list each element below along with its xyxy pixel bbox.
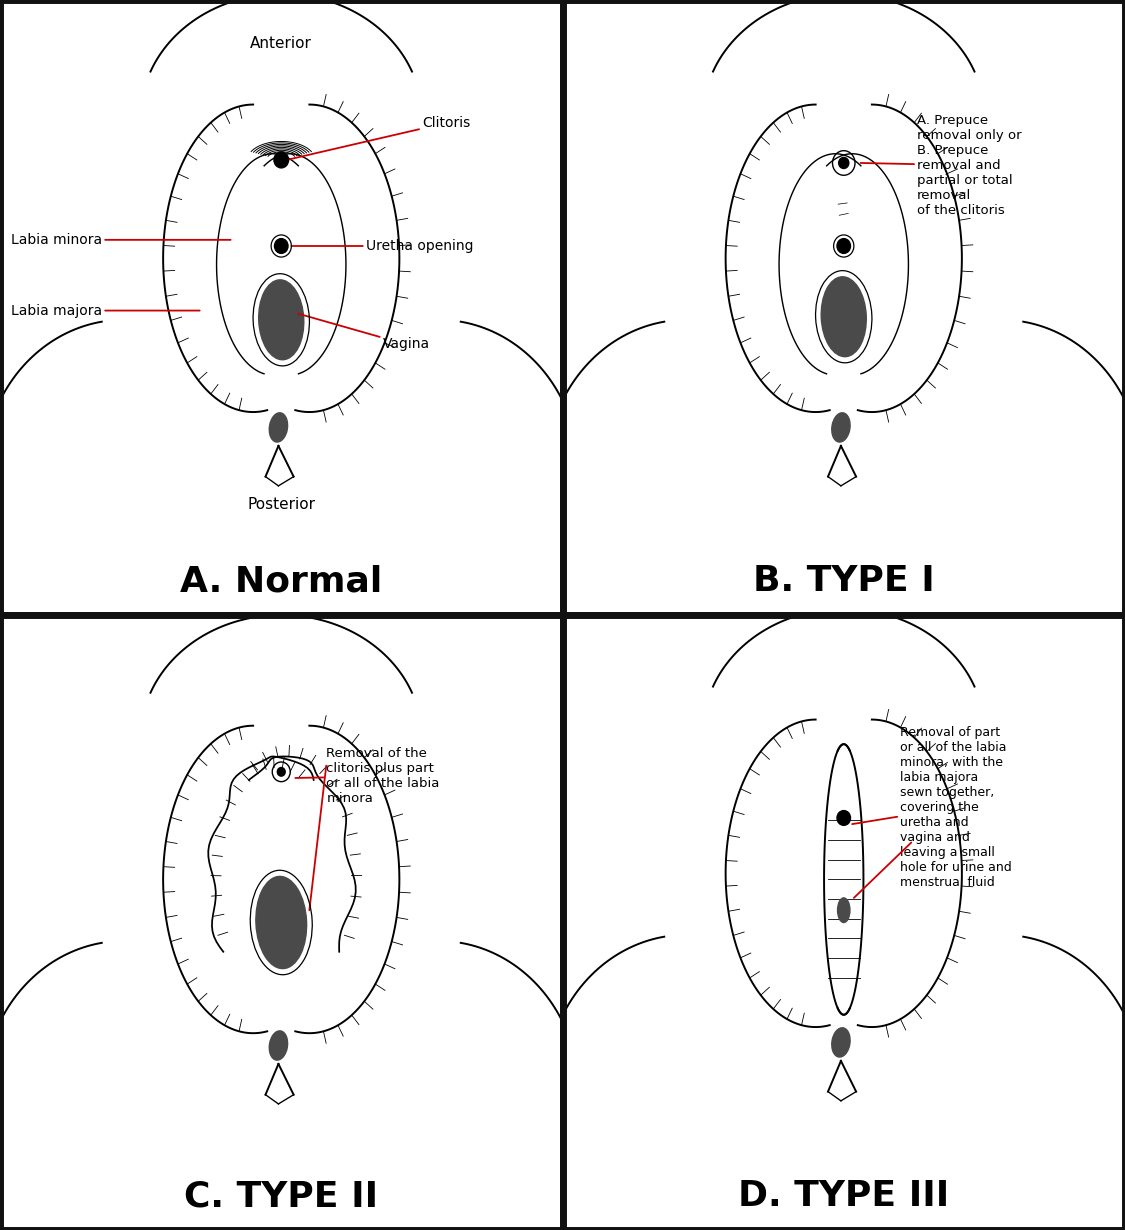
Text: Labia minora: Labia minora	[11, 232, 231, 247]
Text: C. TYPE II: C. TYPE II	[184, 1180, 378, 1213]
Circle shape	[274, 153, 288, 167]
Text: A. Prepuce
removal only or
B. Prepuce
removal and
partial or total
removal
of th: A. Prepuce removal only or B. Prepuce re…	[861, 114, 1022, 216]
Ellipse shape	[269, 413, 288, 442]
Text: Vagina: Vagina	[298, 314, 430, 352]
Text: Labia majora: Labia majora	[11, 304, 200, 317]
Text: Uretha opening: Uretha opening	[291, 239, 474, 253]
Text: A. Normal: A. Normal	[180, 565, 382, 598]
Text: B. TYPE I: B. TYPE I	[753, 565, 935, 598]
Text: Removal of the
clitoris plus part
or all of the labia
minora: Removal of the clitoris plus part or all…	[295, 747, 440, 806]
Text: Removal of part
or all of the labia
minora, with the
labia majora
sewn together,: Removal of part or all of the labia mino…	[853, 726, 1011, 889]
Ellipse shape	[255, 877, 307, 968]
Ellipse shape	[821, 277, 866, 357]
Circle shape	[839, 157, 849, 169]
Circle shape	[837, 811, 850, 825]
Ellipse shape	[269, 1031, 288, 1060]
Text: D. TYPE III: D. TYPE III	[738, 1180, 950, 1213]
Text: Clitoris: Clitoris	[287, 116, 470, 160]
Ellipse shape	[259, 280, 304, 359]
Ellipse shape	[831, 1028, 850, 1057]
Circle shape	[274, 239, 288, 253]
Text: Anterior: Anterior	[250, 36, 313, 50]
Circle shape	[278, 768, 286, 776]
Text: Posterior: Posterior	[248, 497, 315, 512]
Circle shape	[837, 239, 850, 253]
Ellipse shape	[831, 413, 850, 442]
Ellipse shape	[837, 898, 850, 922]
